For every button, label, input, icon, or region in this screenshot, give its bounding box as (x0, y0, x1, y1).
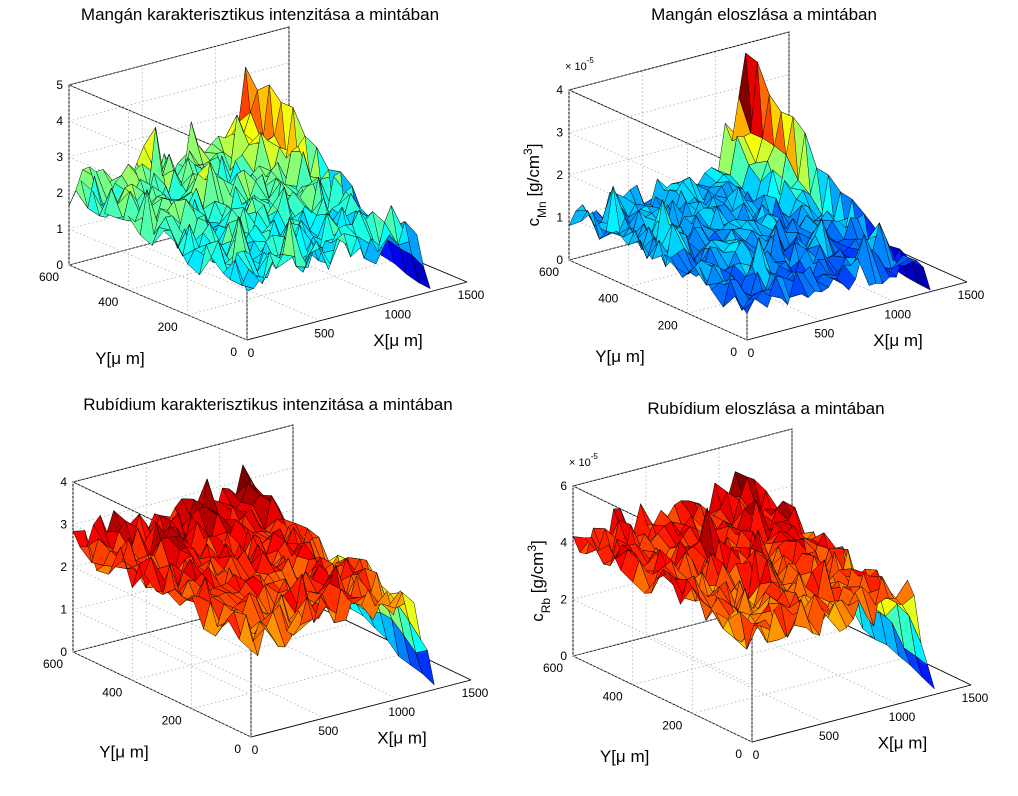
z-axis-label-part: 3 (525, 545, 539, 552)
y-tick-label: 600 (39, 270, 59, 284)
y-axis-label: Y[μ m] (99, 742, 148, 761)
y-tick-label: 400 (102, 685, 122, 699)
z-tick-label: 4 (56, 114, 63, 128)
x-tick-label: 1500 (958, 288, 985, 302)
chart-title: Rubídium karakterisztikus intenzitása a … (83, 395, 452, 414)
y-tick-label: 600 (539, 265, 559, 279)
surface-patch (411, 254, 431, 289)
x-tick-label: 1500 (458, 288, 485, 302)
x-axis-label: X[μ m] (377, 729, 426, 748)
z-axis-label-part: ] (528, 540, 547, 545)
x-axis-label: X[μ m] (878, 734, 927, 753)
exponent-label: × 10-5 (569, 452, 598, 469)
y-tick-label: 200 (162, 714, 182, 728)
z-tick-label: 1 (556, 211, 563, 225)
z-tick-label: 2 (60, 560, 67, 574)
y-tick-label: 400 (603, 690, 623, 704)
x-tick-label: 1500 (962, 691, 989, 705)
y-tick-label: 600 (543, 661, 563, 675)
z-tick-label: 0 (560, 649, 567, 663)
z-tick-label: 2 (556, 168, 563, 182)
z-axis-label-part: ] (524, 144, 543, 149)
x-axis-label: X[μ m] (373, 331, 422, 350)
x-tick-label: 500 (318, 724, 338, 738)
y-tick-label: 0 (730, 345, 737, 359)
x-tick-label: 1000 (384, 307, 411, 321)
z-tick-label: 3 (60, 518, 67, 532)
surface-mesh (572, 471, 935, 690)
z-tick-label: 0 (56, 258, 63, 272)
y-tick-label: 0 (735, 747, 742, 761)
x-tick-label: 500 (814, 327, 834, 341)
z-tick-label: 3 (556, 126, 563, 140)
z-tick-label: 3 (56, 150, 63, 164)
x-tick-label: 1500 (462, 686, 489, 700)
x-tick-label: 500 (314, 327, 334, 341)
y-tick-label: 600 (43, 657, 63, 671)
z-tick-label: 2 (560, 592, 567, 606)
x-tick-label: 1000 (889, 710, 916, 724)
z-axis-label: cMn [g/cm3] (521, 144, 549, 227)
chart-title: Mangán eloszlása a mintában (651, 5, 877, 24)
surface-patch (915, 655, 935, 690)
surface-mesh (72, 464, 435, 686)
surface-mesh (68, 66, 431, 292)
surface-patch (911, 261, 931, 291)
z-axis-label-part: Rb (539, 598, 553, 614)
x-tick-label: 0 (252, 743, 259, 757)
z-axis-label: cRb [g/cm3] (525, 540, 553, 622)
y-tick-label: 0 (230, 345, 237, 359)
x-tick-label: 1000 (388, 705, 415, 719)
x-tick-label: 1000 (884, 307, 911, 321)
x-axis-label: X[μ m] (873, 331, 922, 350)
z-axis-label-part: c (524, 217, 543, 226)
x-tick-label: 0 (753, 748, 760, 762)
z-tick-label: 4 (560, 536, 567, 550)
y-tick-label: 400 (598, 292, 618, 306)
z-tick-label: 0 (556, 253, 563, 267)
chart-title: Mangán karakterisztikus intenzitása a mi… (81, 5, 439, 24)
z-tick-label: 4 (60, 475, 67, 489)
z-tick-label: 1 (60, 603, 67, 617)
z-axis-label-part: Mn (535, 201, 549, 218)
y-tick-label: 200 (658, 318, 678, 332)
y-tick-label: 200 (158, 320, 178, 334)
y-axis-label: Y[μ m] (595, 347, 644, 366)
z-axis-label-part: [g/cm (524, 155, 543, 201)
y-tick-label: 0 (234, 742, 241, 756)
x-tick-label: 500 (819, 729, 839, 743)
surface-mesh (568, 52, 931, 314)
surface-patch (415, 650, 435, 686)
z-tick-label: 5 (56, 78, 63, 92)
x-tick-label: 0 (748, 346, 755, 360)
y-axis-label: Y[μ m] (95, 349, 144, 368)
chart-title: Rubídium eloszlása a mintában (647, 399, 884, 418)
y-axis-label: Y[μ m] (600, 747, 649, 766)
z-axis-label-part: [g/cm (528, 552, 547, 598)
z-tick-label: 2 (56, 186, 63, 200)
z-tick-label: 1 (56, 222, 63, 236)
z-tick-label: 0 (60, 645, 67, 659)
z-tick-label: 4 (556, 83, 563, 97)
x-tick-label: 0 (248, 346, 255, 360)
z-axis-label-part: c (528, 613, 547, 622)
z-tick-label: 6 (560, 479, 567, 493)
y-tick-label: 200 (662, 718, 682, 732)
exponent-label: × 10-5 (565, 56, 594, 73)
y-tick-label: 400 (98, 295, 118, 309)
z-axis-label-part: 3 (521, 148, 535, 155)
